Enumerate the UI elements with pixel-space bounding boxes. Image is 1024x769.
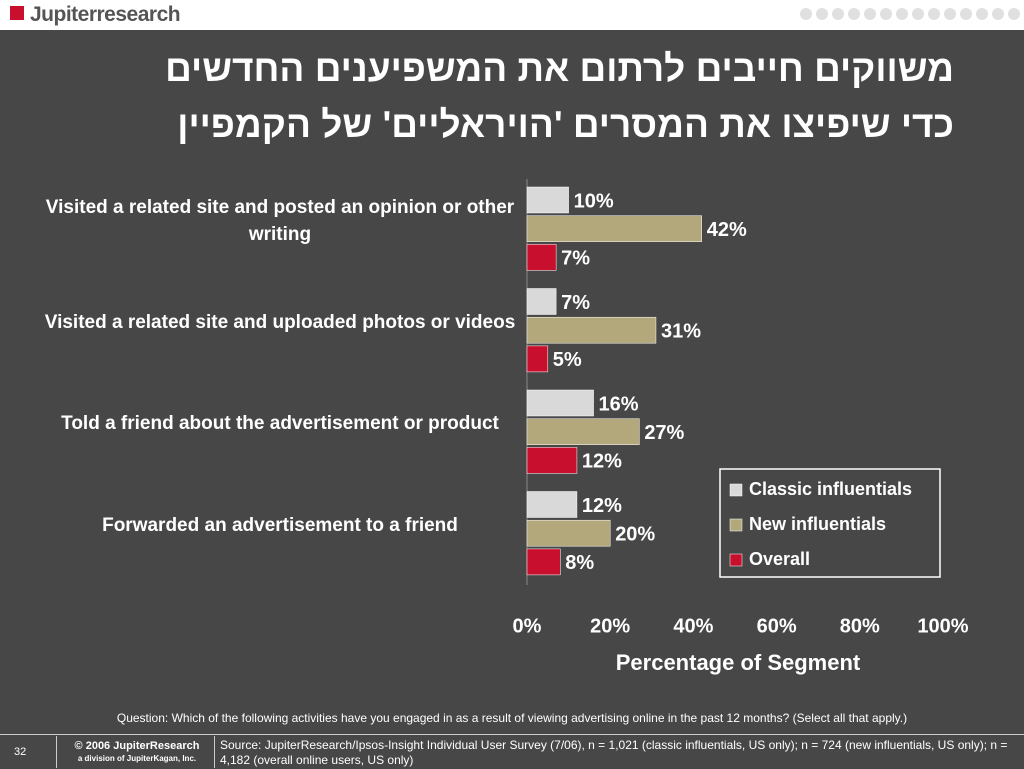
data-label: 16% [599, 393, 639, 415]
data-label: 20% [615, 523, 655, 545]
x-tick-label: 40% [673, 615, 713, 637]
division: a division of JupiterKagan, Inc. [77, 754, 197, 763]
legend-swatch [729, 518, 743, 532]
bar [526, 215, 702, 242]
data-label: 12% [582, 495, 622, 517]
data-label: 10% [574, 190, 614, 212]
x-tick-label: 100% [917, 615, 968, 637]
data-label: 7% [561, 248, 590, 270]
separator [214, 736, 215, 768]
data-label: 27% [644, 422, 684, 444]
bar [526, 288, 557, 315]
separator [56, 736, 57, 768]
page-number: 32 [14, 746, 27, 758]
dots [800, 8, 1020, 20]
category-label: Visited a related site and uploaded phot… [44, 311, 516, 333]
x-tick-label: 20% [590, 615, 630, 637]
data-label: 7% [561, 292, 590, 314]
data-label: 8% [565, 552, 594, 574]
top-decoration [10, 6, 1020, 20]
legend-label: Overall [749, 549, 810, 569]
x-tick-label: 0% [513, 615, 542, 637]
x-axis-title: Percentage of Segment [616, 650, 861, 675]
legend-box [719, 468, 941, 578]
category-label: Forwarded an advertisement to a friend [102, 514, 458, 536]
legend-label: New influentials [749, 514, 886, 534]
x-tick-label: 60% [757, 615, 797, 637]
data-label: 12% [582, 451, 622, 473]
logo-icon [10, 6, 24, 20]
bar [526, 244, 557, 271]
legend-swatch [729, 483, 743, 497]
category-label: Told a friend about the advertisement or… [61, 413, 499, 435]
data-label: 31% [661, 320, 701, 342]
question: Question: Which of the following activit… [116, 711, 908, 725]
title-line: כדי שיפיצו את המסרים 'הויראליים' של הקמפ… [177, 104, 954, 145]
category-label: Visited a related site and posted an opi… [45, 196, 515, 245]
title-line: משווקים חייבים לרתום את המשפיענים החדשים [165, 48, 954, 89]
bar [526, 548, 561, 576]
legend: Classic influentials New influentials Over… [719, 468, 941, 578]
data-label: 42% [707, 219, 747, 241]
source: Source: JupiterResearch/Ipsos-Insight In… [220, 738, 1008, 767]
data-label: 5% [553, 349, 582, 371]
bar [526, 418, 640, 445]
bar [526, 186, 569, 214]
logo: Jupiterresearch [30, 3, 181, 26]
legend-label: Classic influentials [749, 479, 912, 499]
bar [526, 316, 657, 344]
chart: 0% 20% 40% 60% 80% 100% Percentage of Segment 1… [513, 179, 969, 675]
bar [526, 519, 611, 547]
bar [526, 447, 578, 474]
bar [526, 491, 578, 518]
legend-swatch [729, 553, 743, 567]
bar [526, 389, 594, 417]
copyright: © 2006 JupiterResearch [74, 740, 200, 752]
footer [0, 734, 1024, 769]
x-tick-label: 80% [840, 615, 880, 637]
bar [526, 345, 549, 373]
top-bar: Jupiterresearch [0, 0, 1024, 30]
